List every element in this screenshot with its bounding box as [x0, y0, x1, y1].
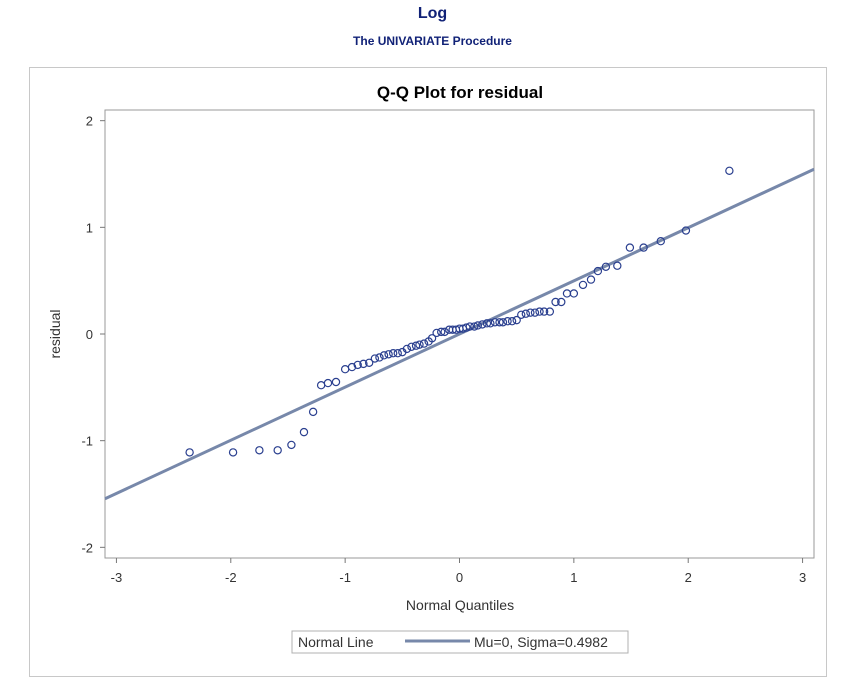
data-point — [364, 358, 374, 367]
data-point — [388, 349, 398, 358]
data-point — [539, 307, 549, 316]
data-point — [517, 310, 526, 319]
data-point — [411, 341, 421, 350]
x-tick-label: -2 — [225, 570, 237, 585]
procedure-title: The UNIVARIATE Procedure — [353, 34, 512, 48]
data-point — [419, 339, 429, 348]
chart-title: Q-Q Plot for residual — [377, 83, 543, 102]
x-tick-label: 0 — [456, 570, 463, 585]
data-point — [287, 440, 296, 450]
data-point — [299, 427, 309, 437]
legend: Normal Line Mu=0, Sigma=0.4982 — [291, 630, 629, 654]
data-point — [486, 319, 495, 328]
data-point — [586, 275, 596, 284]
data-point — [503, 317, 512, 326]
data-point — [578, 280, 588, 290]
data-point — [437, 327, 446, 337]
y-tick-label: 1 — [86, 220, 93, 235]
y-tick-label: -1 — [81, 434, 93, 449]
data-point — [308, 407, 318, 417]
data-point — [462, 323, 471, 332]
data-point — [407, 342, 416, 351]
data-point — [359, 359, 368, 369]
data-point — [432, 328, 441, 338]
data-point — [402, 344, 412, 354]
data-point — [379, 351, 389, 360]
y-tick-label: 2 — [86, 114, 93, 129]
data-point — [625, 243, 635, 252]
data-point — [551, 297, 560, 307]
data-point — [535, 307, 544, 316]
data-point — [656, 236, 665, 246]
data-point — [521, 309, 531, 318]
data-point — [545, 307, 555, 316]
data-point — [331, 377, 341, 387]
data-point — [507, 317, 517, 326]
x-tick-label: 1 — [570, 570, 577, 585]
data-point — [323, 378, 333, 388]
data-point — [725, 166, 734, 175]
data-point — [353, 360, 362, 370]
data-point — [370, 354, 380, 363]
data-point — [273, 446, 282, 455]
y-axis-label: residual — [47, 309, 63, 358]
data-point — [495, 318, 504, 327]
normal-reference-line — [104, 167, 815, 501]
x-tick-label: 3 — [799, 570, 806, 585]
data-point — [557, 297, 566, 307]
data-point — [415, 340, 424, 349]
data-point — [601, 262, 611, 271]
x-tick-label: -1 — [339, 570, 351, 585]
data-point — [681, 226, 691, 235]
data-point — [498, 318, 508, 327]
y-tick-label: -2 — [81, 540, 93, 555]
page-title: Log — [417, 5, 448, 22]
x-tick-label: -3 — [111, 570, 123, 585]
legend-entry: Mu=0, Sigma=0.4982 — [474, 634, 608, 650]
data-point — [482, 319, 492, 328]
data-point — [593, 266, 603, 276]
data-point — [255, 446, 264, 455]
data-point — [473, 321, 482, 330]
y-tick-label: 0 — [86, 327, 93, 342]
data-point — [347, 362, 357, 372]
data-point — [613, 261, 622, 270]
data-point — [470, 322, 479, 331]
data-point — [228, 448, 238, 457]
data-point — [185, 448, 194, 457]
data-point — [465, 322, 474, 331]
data-point — [440, 327, 449, 337]
x-axis-label: Normal Quantiles — [406, 597, 514, 613]
x-tick-label: 2 — [685, 570, 692, 585]
data-point — [393, 349, 402, 358]
data-point — [526, 308, 535, 317]
data-point — [375, 353, 384, 362]
data-point — [530, 308, 540, 317]
data-point — [384, 350, 393, 359]
data-point — [478, 320, 487, 329]
legend-title: Normal Line — [298, 634, 374, 650]
data-point — [427, 334, 437, 343]
data-point — [639, 243, 648, 252]
data-point — [512, 315, 521, 325]
data-point — [490, 318, 500, 327]
data-point — [569, 289, 579, 298]
